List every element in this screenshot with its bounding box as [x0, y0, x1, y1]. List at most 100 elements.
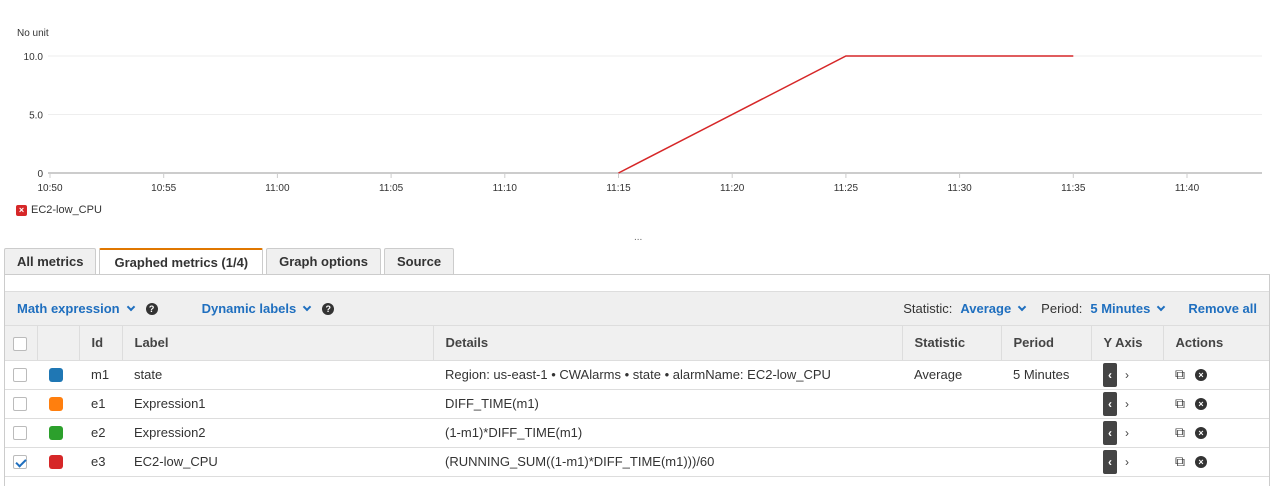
- y-tick-label: 5.0: [29, 111, 43, 122]
- color-swatch[interactable]: [49, 426, 63, 441]
- row-checkbox[interactable]: [13, 426, 27, 441]
- row-checkbox[interactable]: [13, 455, 27, 470]
- row-label[interactable]: Expression2: [122, 418, 433, 448]
- duplicate-icon[interactable]: ⧉: [1175, 395, 1185, 411]
- dynamic-labels-dropdown[interactable]: Dynamic labels: [202, 301, 317, 316]
- row-checkbox[interactable]: [13, 397, 27, 412]
- period-label: Period:: [1041, 301, 1083, 316]
- dynamic-labels-label: Dynamic labels: [201, 301, 297, 316]
- y-axis-left-button[interactable]: ‹: [1103, 420, 1117, 445]
- row-label[interactable]: EC2-low_CPU: [122, 447, 433, 477]
- remove-all-button[interactable]: Remove all: [1188, 301, 1257, 316]
- x-tick-label: 11:15: [606, 183, 631, 194]
- table-header: Id Label Details Statistic Period Y Axis…: [5, 326, 1269, 361]
- table-row: e1 Expression1 DIFF_TIME(m1) ‹ › ⧉ ×: [5, 389, 1269, 419]
- remove-icon[interactable]: ×: [1195, 368, 1207, 381]
- legend-label: EC2-low_CPU: [31, 204, 102, 216]
- table-row: m1 state Region: us-east-1 • CWAlarms • …: [5, 360, 1269, 390]
- table-row: e3 EC2-low_CPU (RUNNING_SUM((1-m1)*DIFF_…: [5, 447, 1269, 477]
- duplicate-icon[interactable]: ⧉: [1175, 424, 1185, 440]
- chevron-down-icon: [126, 302, 135, 312]
- y-axis-unit-label: No unit: [17, 28, 49, 39]
- color-swatch[interactable]: [49, 368, 63, 383]
- line-chart: No unit 0 5.0 10.0 10:50 10:55 11:00 11:05 11:10…: [17, 28, 1262, 194]
- x-tick-label: 11:30: [947, 183, 972, 194]
- statistic-label: Statistic:: [903, 301, 953, 316]
- statistic-value: Average: [960, 301, 1012, 316]
- tab-graph-options[interactable]: Graph options: [266, 248, 381, 274]
- col-label[interactable]: Label: [122, 326, 434, 361]
- x-tick-label: 10:50: [37, 183, 62, 194]
- tab-all-metrics[interactable]: All metrics: [4, 248, 97, 274]
- row-id[interactable]: m1: [79, 360, 122, 390]
- graphed-metrics-panel: Math expression? Dynamic labels? Statist…: [4, 274, 1270, 486]
- row-checkbox[interactable]: [13, 368, 27, 383]
- col-details[interactable]: Details: [433, 326, 903, 361]
- duplicate-icon[interactable]: ⧉: [1175, 453, 1185, 469]
- help-icon[interactable]: ?: [145, 302, 158, 315]
- row-details[interactable]: DIFF_TIME(m1): [433, 389, 902, 419]
- y-axis-right-button[interactable]: ›: [1125, 454, 1129, 469]
- x-tick-label: 11:40: [1175, 183, 1200, 194]
- tab-source[interactable]: Source: [383, 248, 455, 274]
- math-expression-dropdown[interactable]: Math expression: [17, 301, 140, 316]
- y-axis-right-button[interactable]: ›: [1125, 396, 1129, 411]
- select-all-checkbox[interactable]: [13, 336, 27, 351]
- row-id[interactable]: e3: [79, 447, 122, 477]
- col-statistic[interactable]: Statistic: [902, 326, 1002, 361]
- row-id[interactable]: e2: [79, 418, 122, 448]
- x-tick-label: 11:05: [379, 183, 404, 194]
- help-icon[interactable]: ?: [322, 302, 335, 315]
- toolbar: Math expression? Dynamic labels? Statist…: [5, 291, 1269, 326]
- period-dropdown[interactable]: 5 Minutes: [1090, 301, 1170, 316]
- col-period[interactable]: Period: [1001, 326, 1092, 361]
- y-tick-label: 10.0: [24, 52, 44, 63]
- chart-legend[interactable]: × EC2-low_CPU: [16, 204, 102, 216]
- chevron-down-icon: [303, 302, 312, 312]
- x-tick-label: 11:10: [493, 183, 518, 194]
- x-tick-label: 11:25: [834, 183, 859, 194]
- x-tick-label: 11:35: [1061, 183, 1086, 194]
- y-tick-label: 0: [37, 169, 43, 180]
- y-axis-left-button[interactable]: ‹: [1103, 449, 1117, 474]
- chevron-down-icon: [1157, 302, 1166, 312]
- row-details[interactable]: Region: us-east-1 • CWAlarms • state • a…: [433, 360, 902, 390]
- remove-icon[interactable]: ×: [1195, 397, 1207, 410]
- resize-handle[interactable]: ...: [634, 232, 643, 243]
- row-statistic[interactable]: [902, 418, 1001, 448]
- y-axis-right-button[interactable]: ›: [1125, 367, 1129, 382]
- row-label[interactable]: Expression1: [122, 389, 433, 419]
- col-actions[interactable]: Actions: [1163, 326, 1269, 361]
- chevron-down-icon: [1017, 302, 1027, 312]
- statistic-dropdown[interactable]: Average: [960, 301, 1031, 316]
- x-tick-label: 11:00: [265, 183, 290, 194]
- y-axis-left-button[interactable]: ‹: [1103, 391, 1117, 416]
- row-details[interactable]: (RUNNING_SUM((1-m1)*DIFF_TIME(m1)))/60: [433, 447, 902, 477]
- tab-graphed-metrics[interactable]: Graphed metrics (1/4): [99, 248, 264, 275]
- row-period[interactable]: 5 Minutes: [1001, 360, 1091, 390]
- period-value: 5 Minutes: [1090, 301, 1151, 316]
- duplicate-icon[interactable]: ⧉: [1175, 366, 1185, 382]
- x-tick-label: 11:20: [720, 183, 745, 194]
- metrics-table: Id Label Details Statistic Period Y Axis…: [5, 326, 1269, 477]
- row-statistic[interactable]: [902, 389, 1001, 419]
- x-tick-label: 10:55: [151, 183, 176, 194]
- legend-close-icon[interactable]: ×: [16, 204, 27, 216]
- row-statistic[interactable]: [902, 447, 1001, 477]
- row-period[interactable]: [1001, 418, 1091, 448]
- table-row: e2 Expression2 (1-m1)*DIFF_TIME(m1) ‹ › ⧉…: [5, 418, 1269, 448]
- col-y-axis[interactable]: Y Axis: [1091, 326, 1164, 361]
- y-axis-right-button[interactable]: ›: [1125, 425, 1129, 440]
- row-statistic[interactable]: Average: [902, 360, 1001, 390]
- y-axis-left-button[interactable]: ‹: [1103, 362, 1117, 387]
- col-id[interactable]: Id: [79, 326, 123, 361]
- row-details[interactable]: (1-m1)*DIFF_TIME(m1): [433, 418, 902, 448]
- color-swatch[interactable]: [49, 455, 63, 470]
- row-id[interactable]: e1: [79, 389, 122, 419]
- row-label[interactable]: state: [122, 360, 433, 390]
- remove-icon[interactable]: ×: [1195, 426, 1207, 439]
- row-period[interactable]: [1001, 389, 1091, 419]
- color-swatch[interactable]: [49, 397, 63, 412]
- remove-icon[interactable]: ×: [1195, 455, 1207, 468]
- row-period[interactable]: [1001, 447, 1091, 477]
